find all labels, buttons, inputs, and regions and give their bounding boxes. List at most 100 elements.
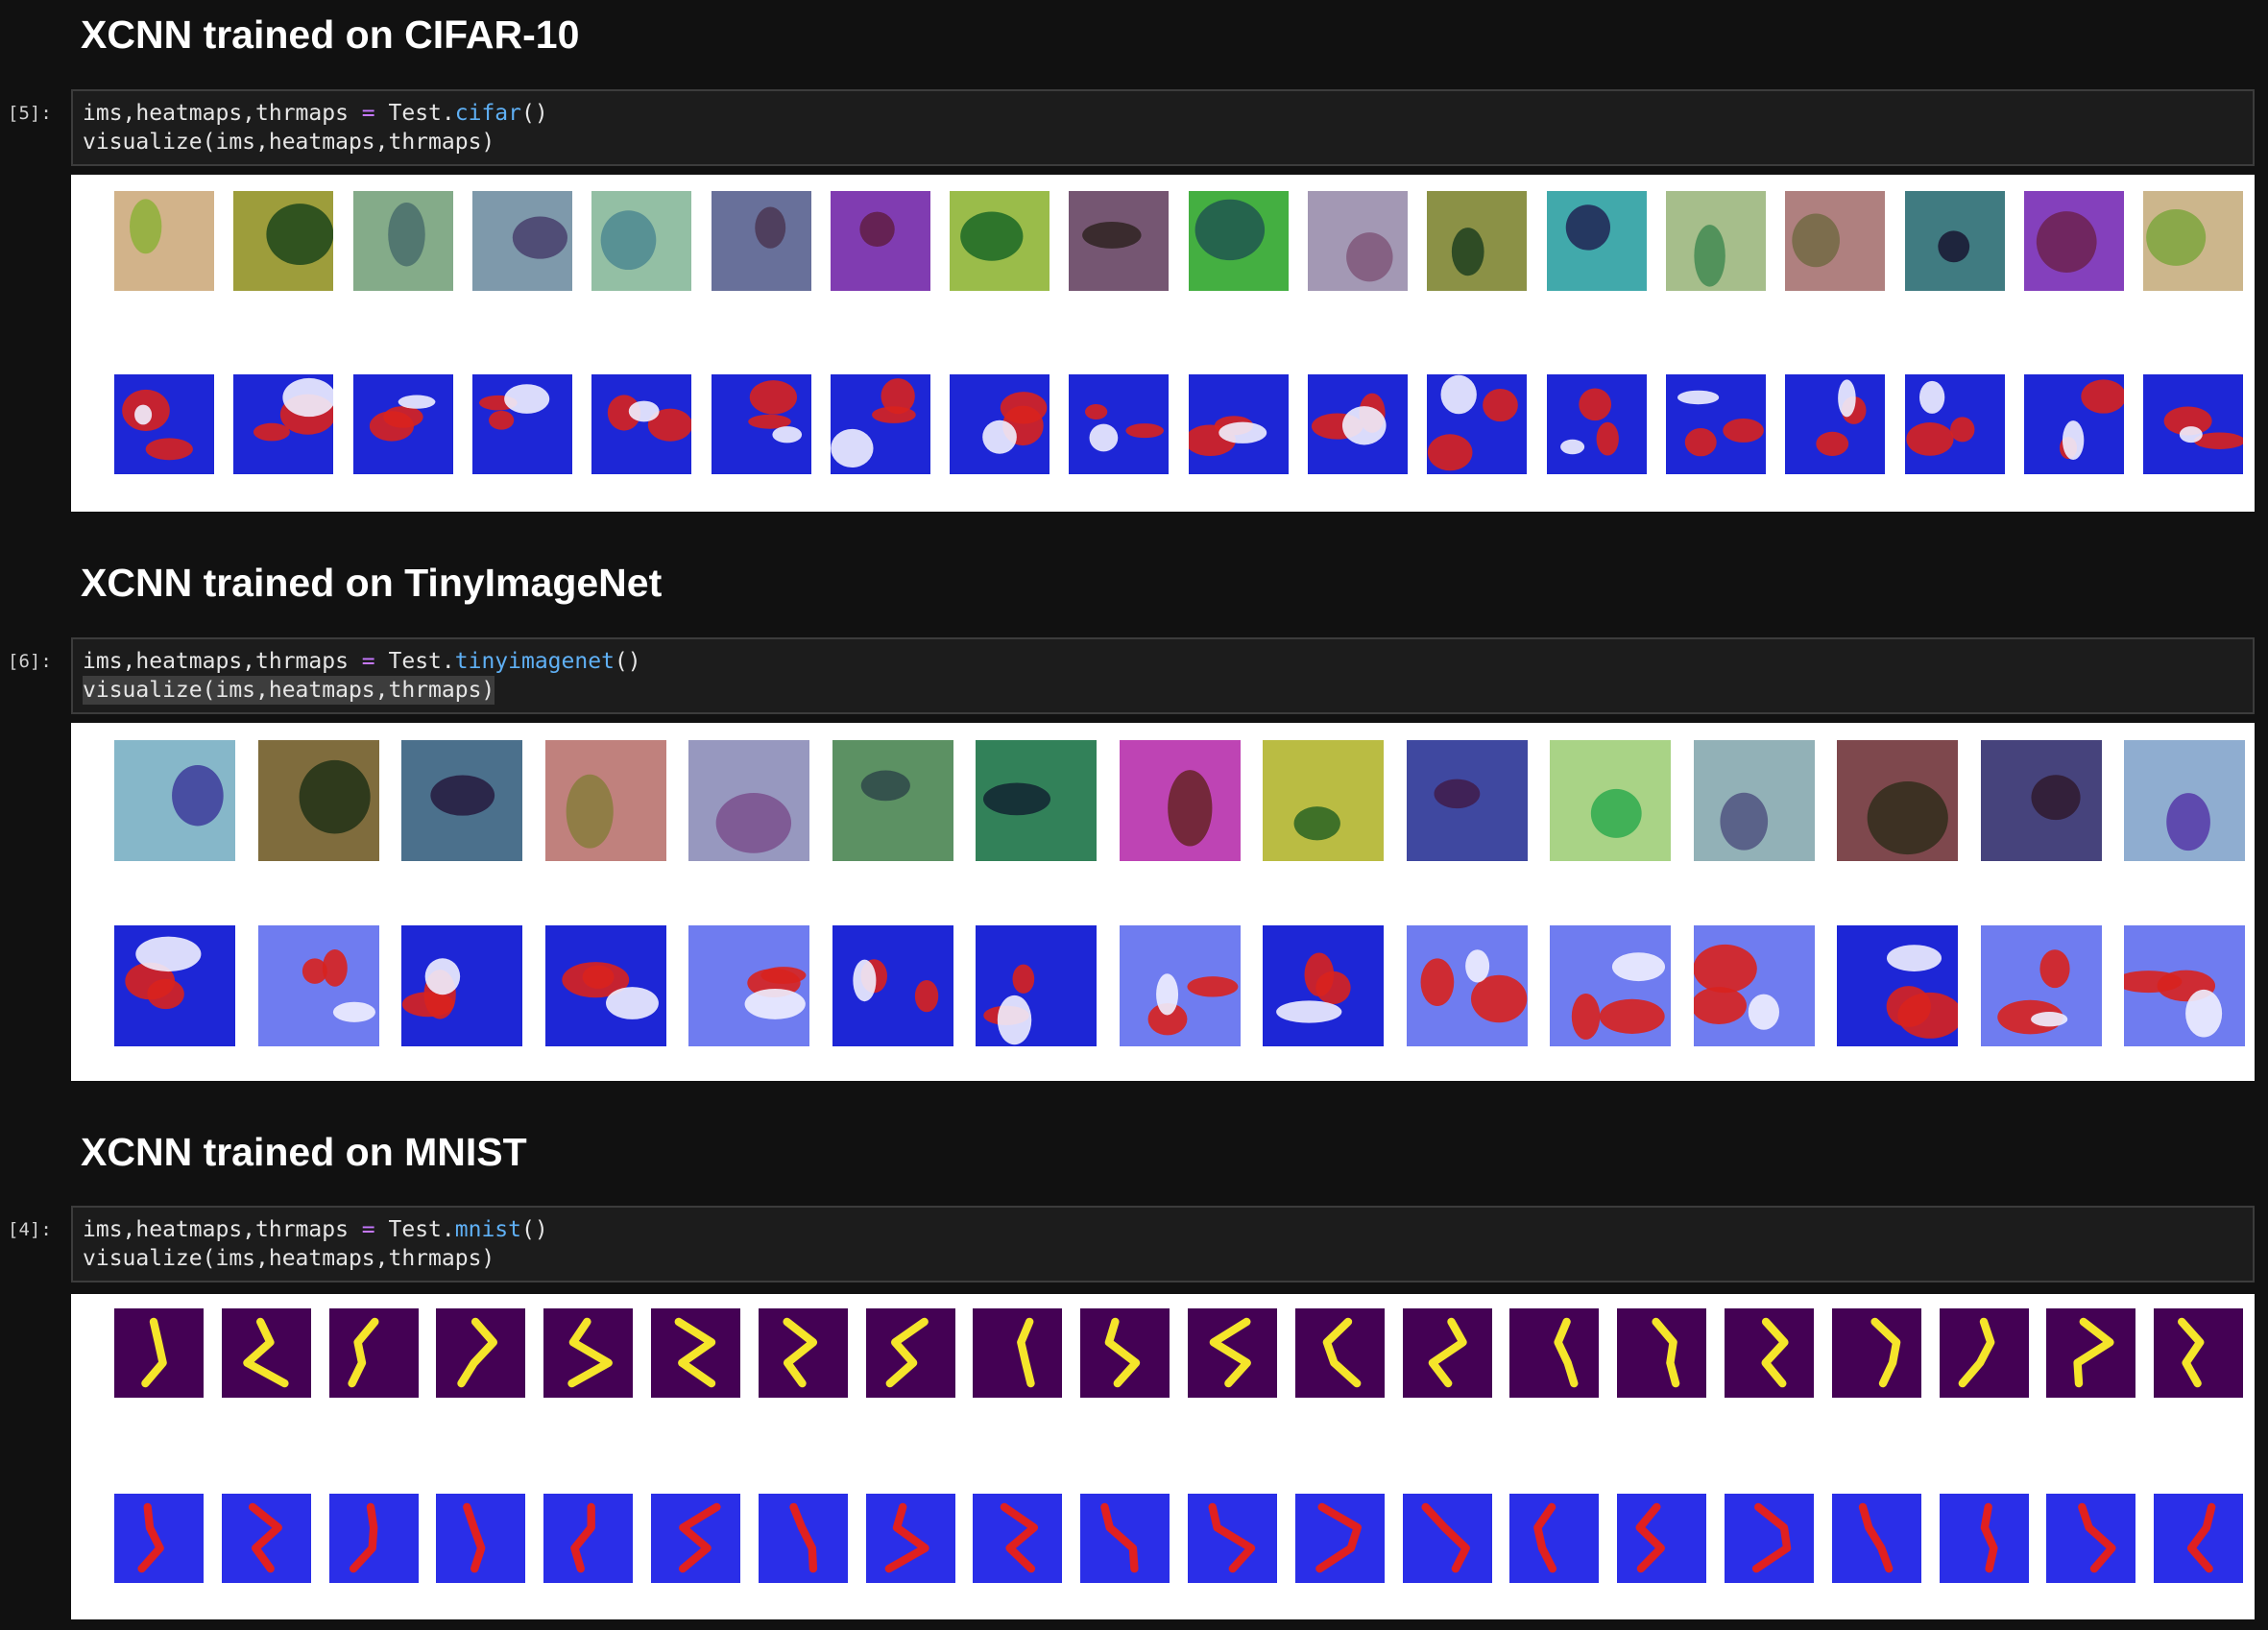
image [1406, 740, 1528, 861]
image-detail [1483, 388, 1519, 422]
image-detail [1017, 1317, 1036, 1388]
image-detail [1725, 1494, 1814, 1583]
image [1119, 925, 1241, 1046]
image-detail [2081, 379, 2124, 414]
image-detail [648, 408, 692, 442]
code-token: tinyimagenet [454, 649, 615, 674]
image-detail [1428, 434, 1473, 471]
image-detail [860, 770, 910, 802]
cell-prompt: [6]: [8, 651, 52, 672]
image-detail [1816, 431, 1849, 456]
image-detail [605, 987, 659, 1019]
image-detail [1167, 770, 1212, 847]
image [1617, 1494, 1707, 1583]
image [1263, 740, 1384, 861]
image [1294, 1308, 1385, 1398]
image-detail [1693, 944, 1757, 994]
image [1188, 374, 1289, 474]
image-detail [1554, 1317, 1579, 1388]
image [651, 1308, 740, 1398]
image [2046, 1494, 2136, 1583]
image [1546, 191, 1647, 291]
image-detail [463, 1502, 486, 1573]
code-token: () [521, 1217, 548, 1242]
image [1939, 1494, 2029, 1583]
image-detail [1509, 1308, 1600, 1398]
code-line: visualize(ims,heatmaps,thrmaps) [83, 128, 495, 156]
image-detail [1565, 204, 1610, 251]
image-detail [914, 979, 938, 1013]
image-detail [1322, 1317, 1362, 1388]
image [114, 191, 214, 291]
image [2143, 374, 2244, 474]
image-detail [248, 1502, 282, 1573]
image [233, 191, 334, 291]
image [973, 1494, 1063, 1583]
image-detail [424, 958, 461, 995]
image [1904, 374, 2005, 474]
image-detail [1571, 993, 1601, 1040]
image [543, 1494, 634, 1583]
image-detail [674, 1317, 716, 1388]
image [2023, 374, 2124, 474]
image-detail [382, 406, 423, 428]
code-cell[interactable]: ims,heatmaps,thrmaps = Test.mnist() visua… [71, 1206, 2255, 1282]
image-detail [1590, 788, 1642, 838]
image-detail [859, 211, 895, 248]
image [1725, 1494, 1814, 1583]
image-detail [2179, 426, 2203, 443]
image [114, 740, 235, 861]
image [1509, 1494, 1600, 1583]
image-detail [976, 925, 1097, 1046]
image [1831, 1308, 1921, 1398]
image [1939, 1308, 2029, 1398]
image-detail [1341, 406, 1387, 445]
image-detail [1937, 230, 1969, 263]
code-line: visualize(ims,heatmaps,thrmaps) [83, 1244, 495, 1273]
image-detail [1723, 418, 1764, 443]
image [1837, 925, 1958, 1046]
image-detail [783, 1317, 817, 1388]
image [1693, 740, 1815, 861]
image-detail [172, 764, 224, 827]
image-detail [1897, 992, 1958, 1039]
image-detail [678, 1502, 721, 1573]
image-detail [1596, 421, 1619, 456]
image-detail [1194, 199, 1265, 261]
image-detail [1870, 1317, 1901, 1388]
section-heading: XCNN trained on TinyImageNet [81, 561, 663, 605]
cell-prompt: [5]: [8, 103, 52, 124]
image [591, 191, 692, 291]
image-detail [885, 1317, 929, 1388]
image-detail [2062, 420, 2085, 461]
code-cell[interactable]: ims,heatmaps,thrmaps = Test.cifar() visua… [71, 89, 2255, 166]
code-token: mnist [454, 1217, 521, 1242]
image-detail [1694, 225, 1725, 287]
image-detail [1905, 422, 1954, 456]
image-detail [488, 410, 515, 430]
image-detail [754, 206, 785, 249]
image [401, 740, 522, 861]
section-heading: XCNN trained on MNIST [81, 1130, 527, 1174]
section-heading: XCNN trained on CIFAR-10 [81, 12, 580, 57]
image [830, 191, 930, 291]
code-token: visualize(ims,heatmaps,thrmaps) [83, 1246, 495, 1271]
code-cell[interactable]: ims,heatmaps,thrmaps = Test.tinyimagenet… [71, 637, 2255, 714]
image-detail [1748, 994, 1779, 1030]
code-token: ims,heatmaps,thrmaps [83, 649, 362, 674]
image-detail [832, 740, 953, 861]
code-token: = [361, 101, 375, 126]
image-detail [1294, 1494, 1385, 1583]
image-detail [1218, 421, 1267, 443]
image [328, 1494, 419, 1583]
image-detail [2078, 1502, 2116, 1573]
image [1080, 1308, 1170, 1398]
image [1617, 1308, 1707, 1398]
image [976, 925, 1097, 1046]
image [832, 740, 953, 861]
image-detail [1792, 213, 1841, 268]
image [591, 374, 692, 474]
image-detail [1440, 374, 1478, 415]
image-detail [2166, 793, 2210, 851]
image [2124, 925, 2245, 1046]
